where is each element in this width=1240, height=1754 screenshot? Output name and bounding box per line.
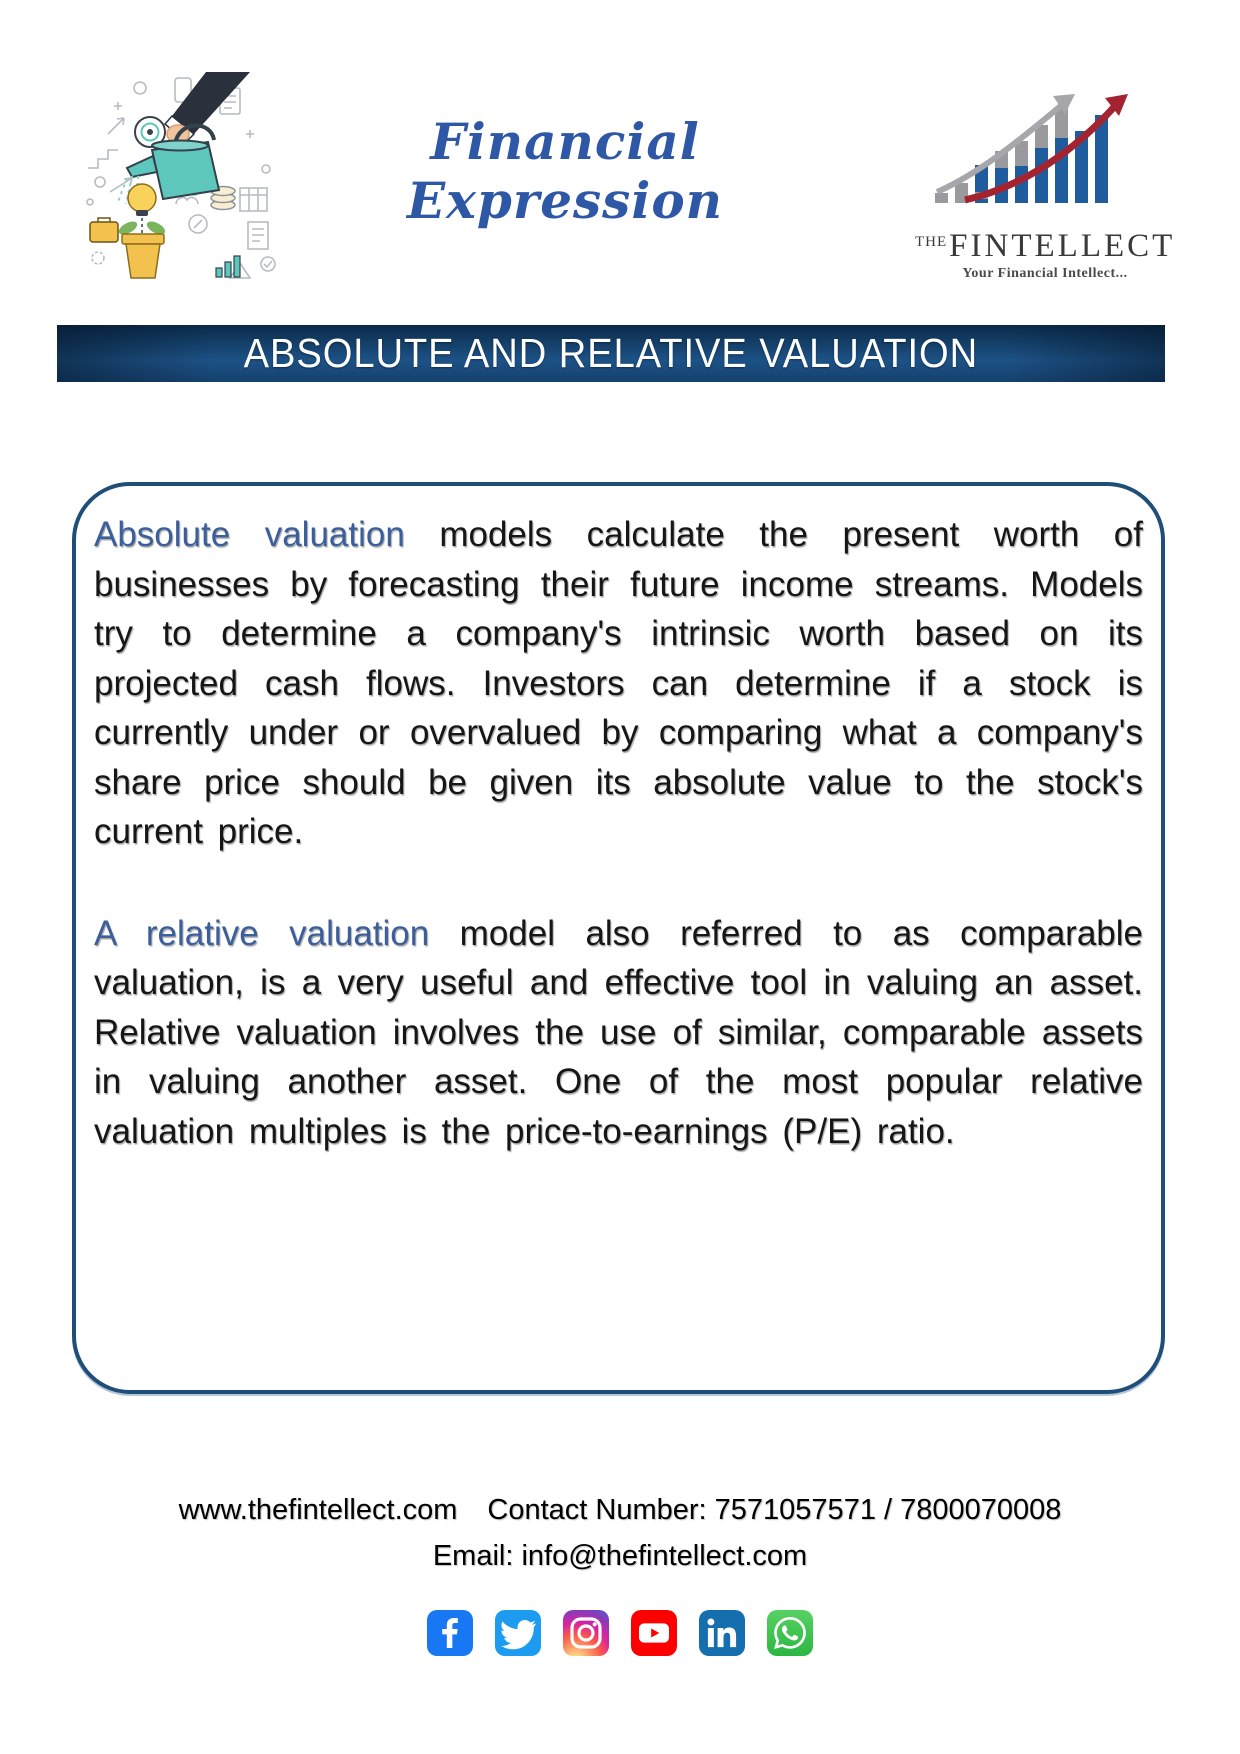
financial-doodle-logo: [80, 72, 280, 290]
content-box: Absolute valuation models calculate the …: [72, 482, 1165, 1394]
website-text: www.thefintellect.com: [178, 1494, 458, 1526]
facebook-icon[interactable]: [427, 1610, 473, 1656]
growth-chart-icon: [935, 94, 1128, 204]
whatsapp-icon[interactable]: [767, 1610, 813, 1656]
relative-valuation-text: model also referred to as comparable val…: [94, 913, 1143, 1151]
absolute-valuation-text: models calculate the present worth of bu…: [94, 515, 1143, 851]
youtube-icon[interactable]: [631, 1610, 677, 1656]
instagram-icon[interactable]: [563, 1610, 609, 1656]
page-title: Financial Expression: [406, 112, 724, 230]
brand-name: THEFINTELLECT: [915, 228, 1176, 264]
contact-number-text: Contact Number: 7571057571 / 7800070008: [487, 1494, 1062, 1526]
paragraph-absolute-valuation: Absolute valuation models calculate the …: [94, 510, 1143, 857]
paragraph-relative-valuation: A relative valuation model also referred…: [94, 909, 1143, 1157]
brand-prefix: THE: [915, 234, 948, 250]
brand-tagline: Your Financial Intellect...: [962, 266, 1128, 281]
absolute-valuation-lead: Absolute valuation: [94, 515, 405, 554]
linkedin-icon[interactable]: [699, 1610, 745, 1656]
fintellect-logo: THEFINTELLECT Your Financial Intellect..…: [915, 88, 1175, 282]
twitter-icon[interactable]: [495, 1610, 541, 1656]
social-icons-row: [0, 1610, 1240, 1656]
footer-contact-line: www.thefintellect.com Contact Number: 757…: [0, 1494, 1240, 1527]
banner-title: ABSOLUTE AND RELATIVE VALUATION: [243, 330, 979, 376]
email-text: Email: info@thefintellect.com: [432, 1540, 808, 1572]
relative-valuation-lead: A relative valuation: [94, 913, 430, 953]
doodle-illustration-icon: [86, 72, 276, 279]
title-banner: ABSOLUTE AND RELATIVE VALUATION: [57, 325, 1165, 382]
